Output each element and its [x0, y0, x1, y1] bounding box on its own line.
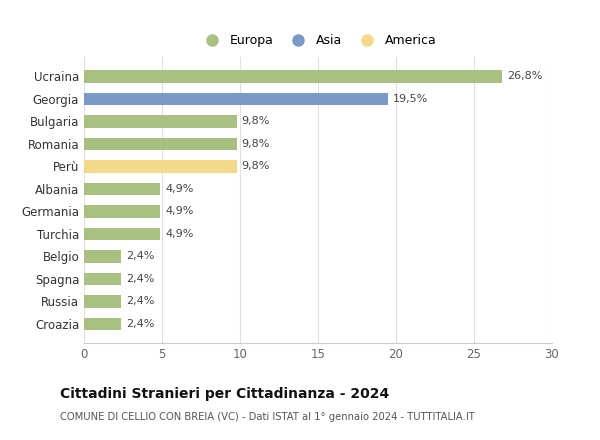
Text: Cittadini Stranieri per Cittadinanza - 2024: Cittadini Stranieri per Cittadinanza - 2…	[60, 387, 389, 401]
Bar	[84, 183, 160, 195]
Bar	[84, 228, 160, 240]
Bar	[84, 160, 237, 172]
Text: 4,9%: 4,9%	[165, 206, 193, 216]
Bar	[84, 250, 121, 263]
Bar	[84, 295, 121, 308]
Text: 4,9%: 4,9%	[165, 184, 193, 194]
Bar	[84, 93, 388, 105]
Text: 4,9%: 4,9%	[165, 229, 193, 239]
Legend: Europa, Asia, America: Europa, Asia, America	[194, 29, 442, 52]
Text: 2,4%: 2,4%	[126, 252, 154, 261]
Bar	[84, 205, 160, 218]
Bar	[84, 273, 121, 285]
Text: 2,4%: 2,4%	[126, 297, 154, 307]
Text: 9,8%: 9,8%	[242, 117, 270, 126]
Text: 9,8%: 9,8%	[242, 161, 270, 172]
Text: COMUNE DI CELLIO CON BREIA (VC) - Dati ISTAT al 1° gennaio 2024 - TUTTITALIA.IT: COMUNE DI CELLIO CON BREIA (VC) - Dati I…	[60, 412, 475, 422]
Text: 26,8%: 26,8%	[507, 71, 542, 81]
Text: 2,4%: 2,4%	[126, 319, 154, 329]
Text: 9,8%: 9,8%	[242, 139, 270, 149]
Bar	[84, 115, 237, 128]
Bar	[84, 318, 121, 330]
Text: 2,4%: 2,4%	[126, 274, 154, 284]
Text: 19,5%: 19,5%	[393, 94, 428, 104]
Bar	[84, 70, 502, 83]
Bar	[84, 138, 237, 150]
